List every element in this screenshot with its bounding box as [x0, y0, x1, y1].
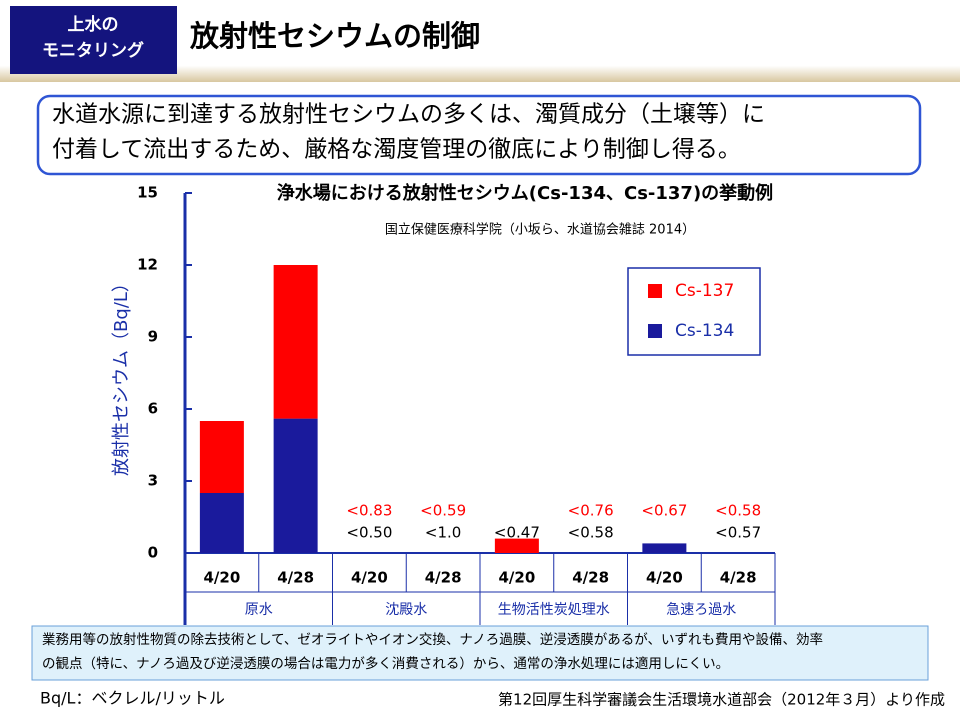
y-axis-label: 放射性セシウム（Bq/L）	[111, 274, 132, 476]
value-label: <0.67	[641, 502, 687, 520]
value-label: <0.50	[346, 524, 392, 542]
footer-source: 第12回厚生科学審議会生活環境水道部会（2012年３月）より作成	[498, 691, 945, 709]
value-label: <0.59	[420, 502, 466, 520]
value-label: <1.0	[425, 524, 461, 542]
legend-label: Cs-137	[675, 281, 734, 301]
legend-box	[627, 267, 761, 356]
note-text: の観点（特に、ナノろ過及び逆浸透膜の場合は電力が多く消費される）から、通常の浄水…	[42, 655, 729, 672]
bar	[199, 421, 244, 493]
badge-text: 上水の	[68, 14, 119, 35]
value-label: <0.57	[715, 524, 761, 542]
footer-unit: Bq/L：ベクレル/リットル	[40, 689, 225, 708]
bar	[273, 418, 318, 553]
badge	[10, 6, 177, 74]
legend-label: Cs-134	[675, 321, 734, 341]
value-label: <0.76	[568, 502, 614, 520]
x-tick-label: 4/20	[351, 569, 388, 587]
group-label: 原水	[245, 602, 273, 618]
chart-title: 浄水場における放射性セシウム(Cs-134、Cs-137)の挙動例	[277, 182, 773, 204]
legend-swatch	[648, 284, 662, 298]
x-tick-label: 4/28	[277, 569, 314, 587]
bar	[494, 538, 539, 553]
note-text: 業務用等の放射性物質の除去技術として、ゼオライトやイオン交換、ナノろ過膜、逆浸透…	[42, 631, 823, 648]
legend-swatch	[648, 324, 662, 338]
x-tick-label: 4/28	[572, 569, 609, 587]
x-tick-label: 4/20	[498, 569, 535, 587]
value-label: <0.58	[568, 524, 614, 542]
group-label: 沈殿水	[385, 602, 427, 618]
callout	[36, 94, 922, 176]
group-label: 急速ろ過水	[666, 602, 736, 618]
y-tick-label: 3	[148, 472, 158, 490]
chart-subtitle: 国立保健医療科学院（小坂ら、水道協会雑誌 2014）	[385, 222, 695, 238]
slide-title: 放射性セシウムの制御	[189, 19, 480, 53]
bar	[199, 493, 244, 553]
callout-text: 水道水源に到達する放射性セシウムの多くは、濁質成分（土壌等）に	[52, 102, 765, 128]
y-tick-label: 0	[148, 544, 158, 562]
y-tick-label: 12	[137, 256, 158, 274]
x-tick-label: 4/20	[203, 569, 240, 587]
y-tick-label: 15	[137, 184, 158, 202]
value-label: <0.47	[494, 524, 540, 542]
bar	[642, 543, 687, 553]
bar	[273, 265, 318, 419]
badge-text: モニタリング	[42, 40, 144, 61]
value-label: <0.58	[715, 502, 761, 520]
x-tick-label: 4/28	[720, 569, 757, 587]
note-box	[31, 625, 929, 681]
y-tick-label: 6	[148, 400, 158, 418]
x-tick-label: 4/20	[646, 569, 683, 587]
value-label: <0.83	[346, 502, 392, 520]
x-tick-label: 4/28	[425, 569, 462, 587]
group-label: 生物活性炭処理水	[498, 602, 610, 618]
callout-text: 付着して流出するため、厳格な濁度管理の徹底により制御し得る。	[52, 137, 741, 163]
y-tick-label: 9	[148, 328, 158, 346]
